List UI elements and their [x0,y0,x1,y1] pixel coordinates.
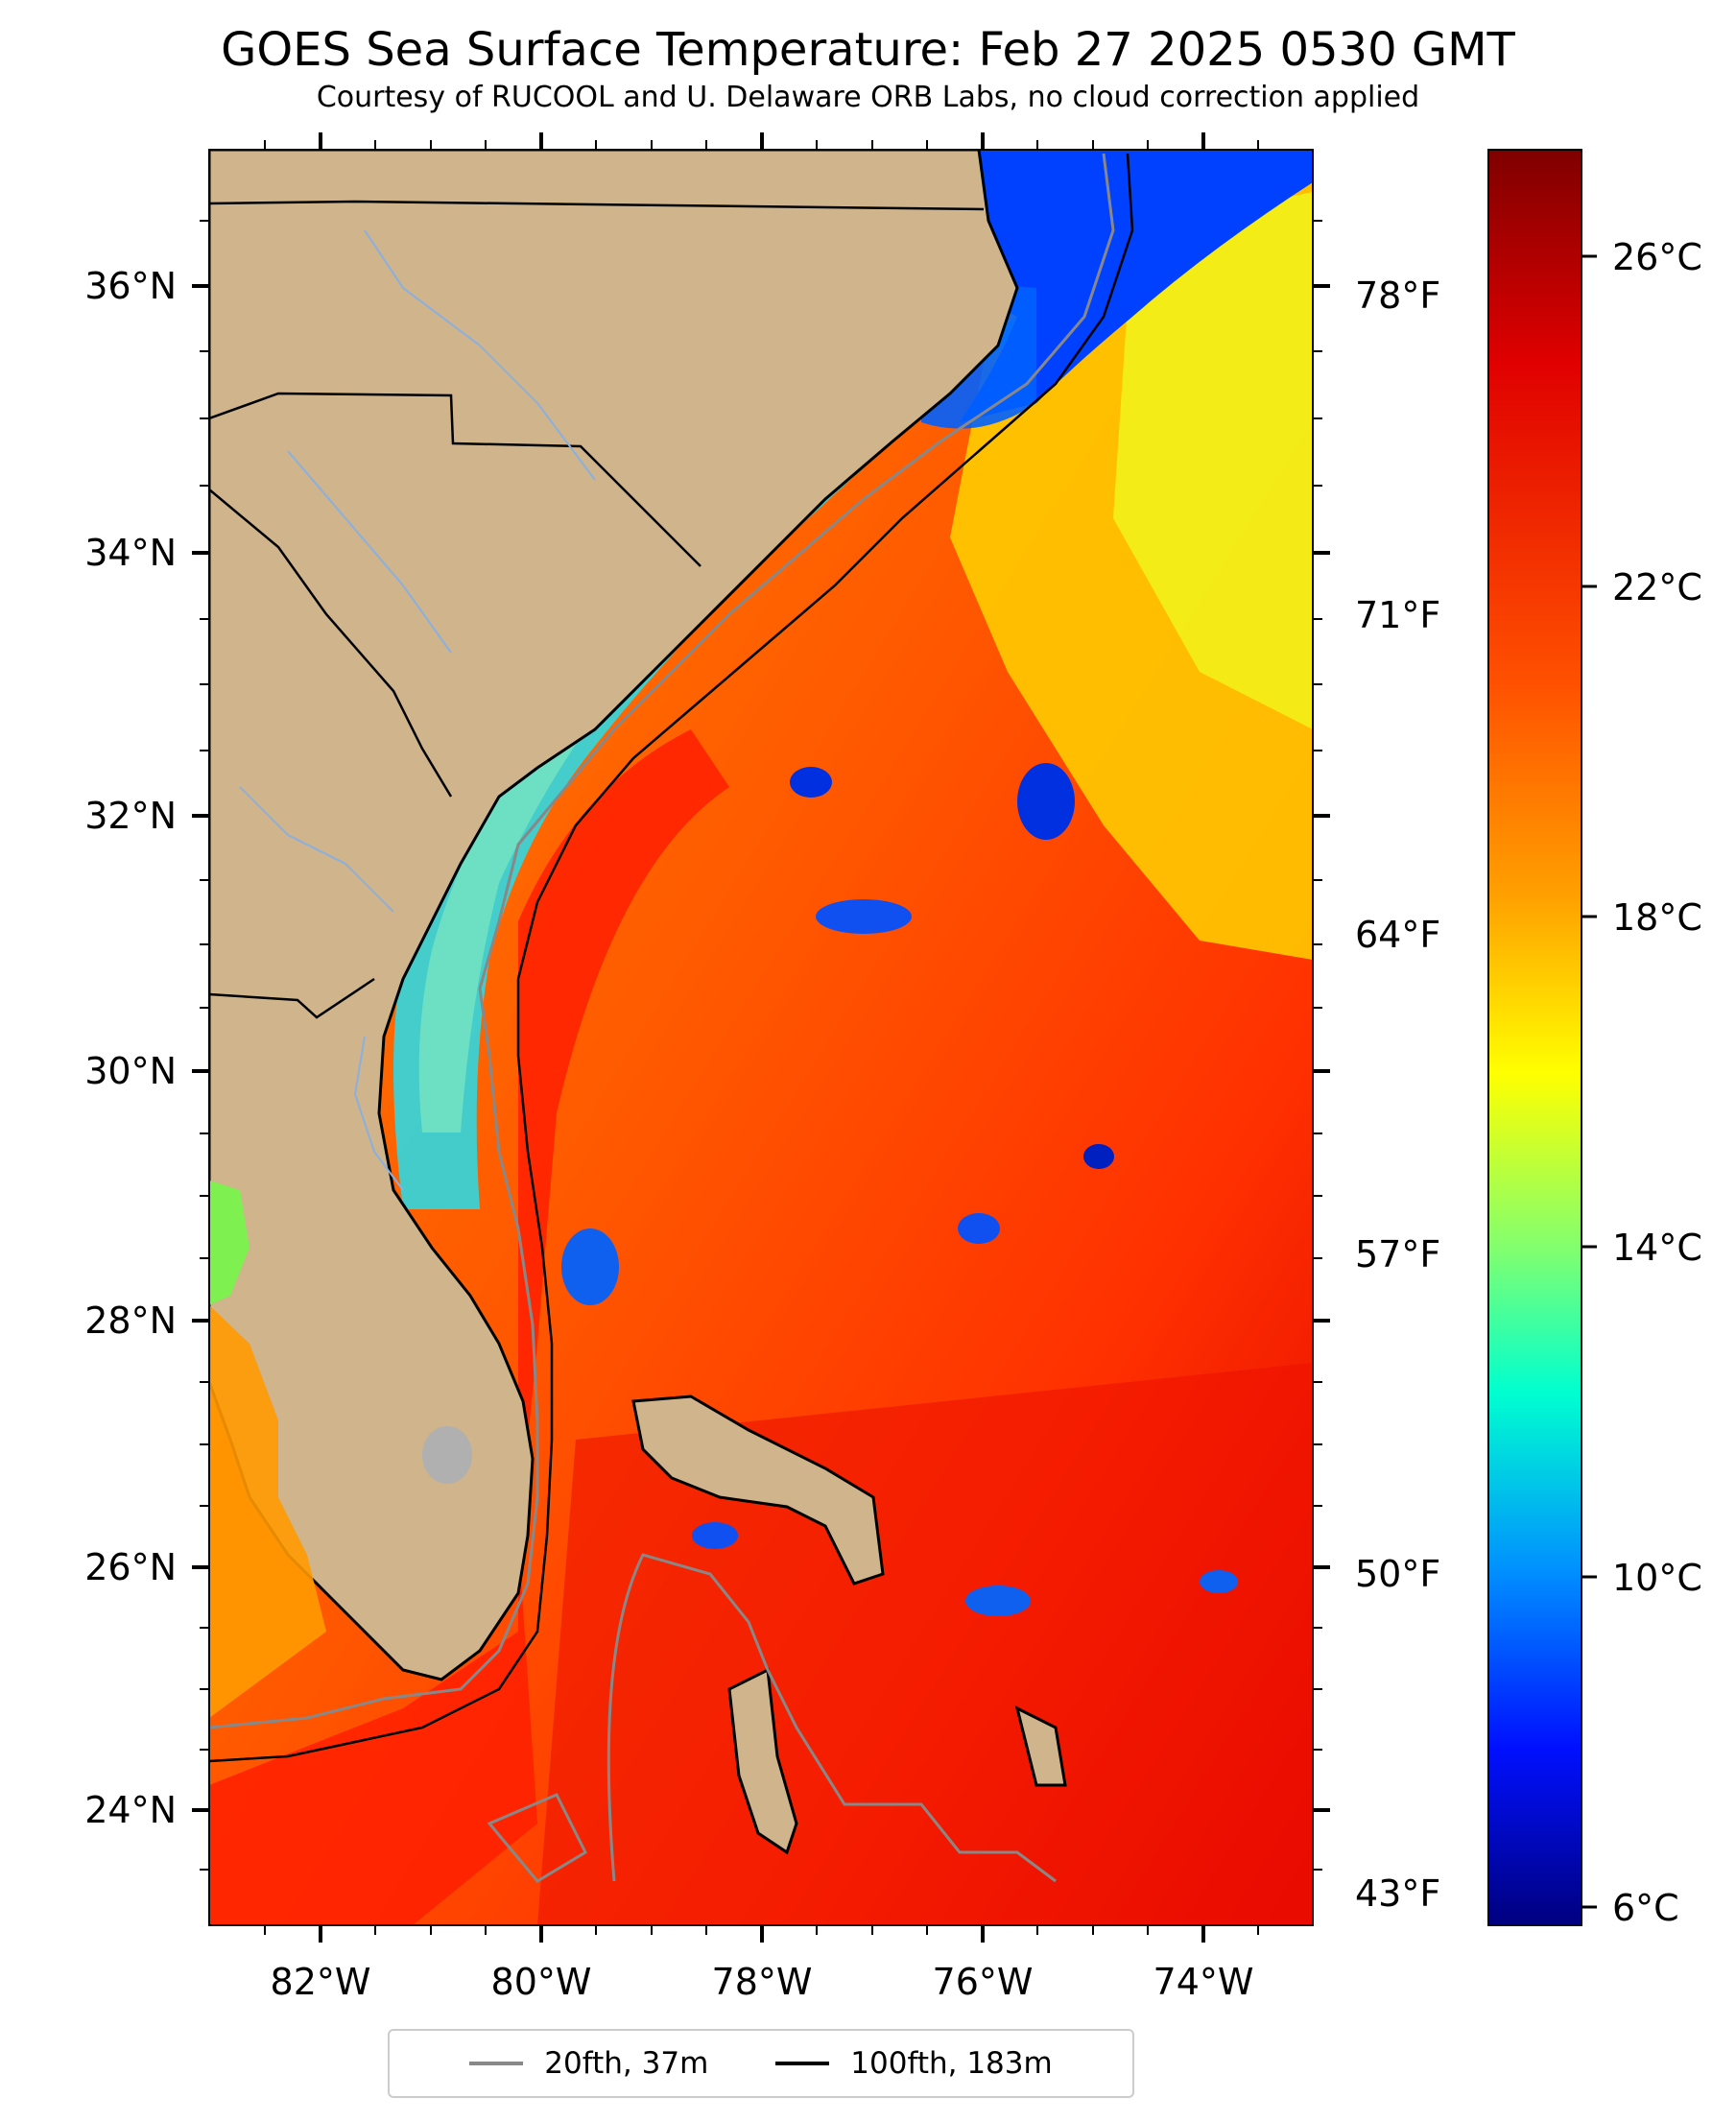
legend-swatch-gray [469,2062,524,2065]
sst-cold-patch [692,1522,738,1549]
state-border [209,200,985,211]
colorbar [1487,149,1582,1926]
sst-cold-patch [1017,763,1075,840]
fahrenheit-tick-label: 50°F [1355,1553,1440,1595]
sst-cold-patch [816,899,912,934]
lon-tick-label: 82°W [271,1961,371,2003]
lat-major-ticks [192,284,1330,1812]
lon-tick-label: 74°W [1153,1961,1254,2003]
lon-tick-label: 76°W [933,1961,1034,2003]
isobath-20fth-cay [487,1793,587,1883]
sst-cold-patch [965,1586,1031,1616]
page-subtitle: Courtesy of RUCOOL and U. Delaware ORB L… [316,81,1420,114]
sst-gulf-warm [209,1305,326,1718]
southeast-us-landmass [209,150,1019,1681]
lat-tick-label: 32°N [84,795,177,837]
state-border [209,489,453,798]
bahamas-island [727,1667,798,1855]
lat-tick-label: 34°N [84,532,177,574]
colorbar-tick-label: 22°C [1612,566,1702,608]
sst-gulf-stream [209,729,729,1925]
colorbar-tick-label: 26°C [1612,236,1702,278]
bahamas-island [631,1395,885,1586]
colorbar-tick-label: 18°C [1612,896,1702,939]
river [364,229,596,481]
fahrenheit-tick-label: 78°F [1355,274,1440,317]
minor-ticks [200,140,1322,1935]
fahrenheit-tick-label: 71°F [1355,594,1440,636]
lake-okeechobee [422,1426,472,1484]
isobath-legend: 20fth, 37m 100fth, 183m [388,2029,1134,2098]
river [287,450,452,654]
lat-tick-label: 30°N [84,1050,177,1092]
fahrenheit-tick-label: 43°F [1355,1872,1440,1915]
isobath-20fth-bahamas [606,1553,1057,1883]
sst-cold-patch [790,767,832,798]
colorbar-tick-label: 6°C [1612,1887,1679,1929]
colorbar-tick-label: 14°C [1612,1227,1702,1269]
sst-gulf-coast [209,1180,250,1305]
legend-swatch-black [775,2062,830,2065]
bahamas-island [1014,1705,1067,1787]
isobath-100fth [209,153,1134,1763]
sst-south-warm [537,1363,1313,1925]
lon-tick-label: 80°W [491,1961,592,2003]
lat-tick-label: 26°N [84,1546,177,1588]
page-title: GOES Sea Surface Temperature: Feb 27 202… [221,23,1515,77]
colorbar-tick-label: 10°C [1612,1557,1702,1599]
state-border [209,977,375,1019]
sst-shelf-green [418,509,797,1133]
lat-tick-label: 36°N [84,265,177,307]
legend-label: 100fth, 183m [850,2046,1053,2081]
sst-cold-patch [561,1228,619,1305]
lon-tick-label: 78°W [712,1961,813,2003]
fahrenheit-tick-label: 64°F [1355,914,1440,956]
legend-label: 20fth, 37m [544,2046,709,2081]
sst-map [209,150,1313,1925]
sst-cold-north [960,150,1313,422]
sst-cold-patch [958,1213,1000,1244]
lon-major-ticks [319,132,1205,1943]
lat-tick-label: 24°N [84,1789,177,1831]
river [353,1036,404,1191]
lat-tick-label: 28°N [84,1299,177,1342]
state-border [209,392,702,567]
fahrenheit-tick-label: 57°F [1355,1233,1440,1276]
river [239,786,394,913]
sst-cold-patch [1200,1570,1238,1593]
sst-cold-patch [1083,1144,1114,1169]
legend-item-100fth: 100fth, 183m [775,2046,1053,2081]
sst-yellow-core [1113,192,1313,729]
isobath-20fth [209,153,1115,1729]
colorbar-ticks [1581,254,1597,1909]
legend-item-20fth: 20fth, 37m [469,2046,708,2081]
